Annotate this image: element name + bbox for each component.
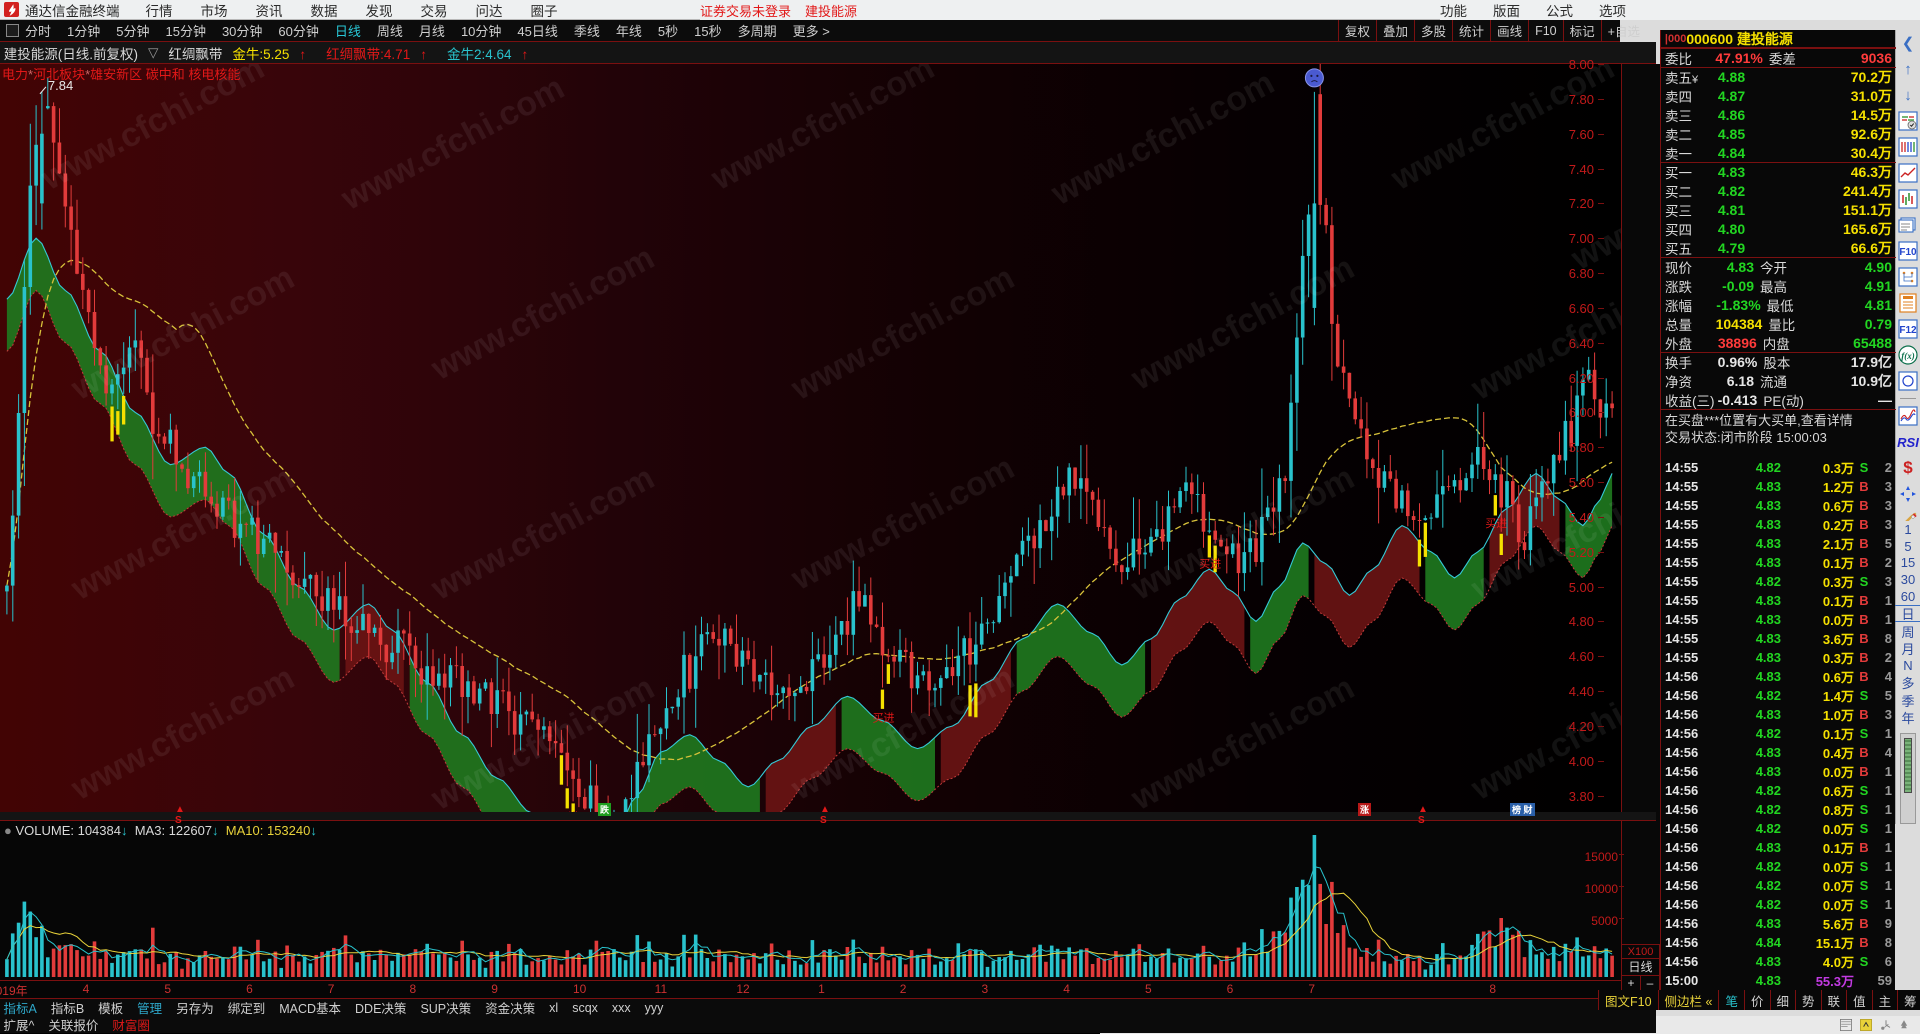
svg-text:F12: F12 xyxy=(1899,325,1917,336)
svg-text:f(x): f(x) xyxy=(1901,351,1915,361)
svg-text:买进: 买进 xyxy=(1485,517,1507,530)
svg-text:F10: F10 xyxy=(1899,247,1917,258)
